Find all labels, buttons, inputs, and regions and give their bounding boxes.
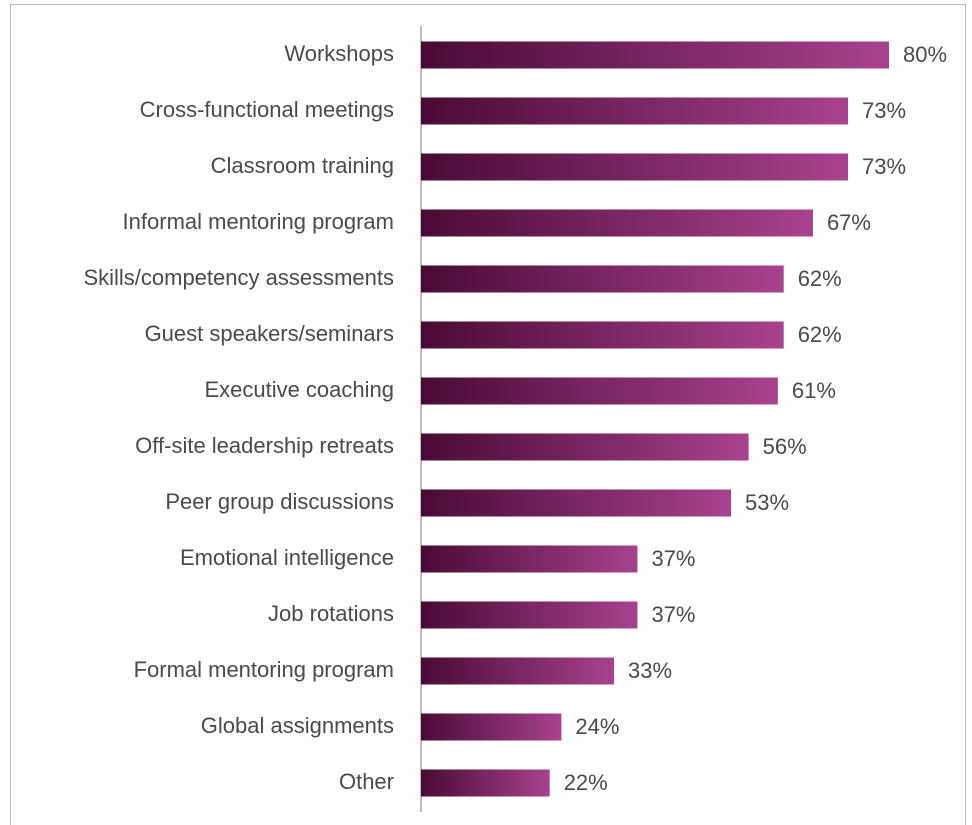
value-label: 53% (745, 490, 789, 515)
category-label: Cross-functional meetings (140, 97, 394, 122)
bar (421, 657, 615, 685)
bar (421, 713, 562, 741)
category-label: Workshops (284, 41, 394, 66)
category-label: Informal mentoring program (123, 209, 394, 234)
value-label: 56% (763, 434, 807, 459)
category-label: Executive coaching (204, 377, 394, 402)
frame (10, 4, 966, 825)
bar (421, 209, 813, 237)
value-label: 73% (862, 154, 906, 179)
bar (421, 433, 749, 461)
category-label: Off-site leadership retreats (135, 433, 394, 458)
value-label: 22% (564, 770, 608, 795)
category-label: Emotional intelligence (180, 545, 394, 570)
value-label: 61% (792, 378, 836, 403)
category-label: Skills/competency assessments (83, 265, 394, 290)
category-label: Guest speakers/seminars (145, 321, 394, 346)
category-label: Peer group discussions (165, 489, 394, 514)
value-label: 80% (903, 42, 947, 67)
bar (421, 97, 849, 125)
bar (421, 377, 778, 405)
value-label: 37% (651, 602, 695, 627)
bar (421, 601, 638, 629)
value-label: 62% (798, 266, 842, 291)
value-label: 24% (575, 714, 619, 739)
value-label: 73% (862, 98, 906, 123)
value-label: 33% (628, 658, 672, 683)
bar (421, 489, 732, 517)
category-label: Job rotations (268, 601, 394, 626)
bar (421, 545, 638, 573)
bar (421, 153, 849, 181)
category-label: Formal mentoring program (134, 657, 394, 682)
category-label: Classroom training (211, 153, 394, 178)
value-label: 37% (651, 546, 695, 571)
bar (421, 265, 784, 293)
value-label: 67% (827, 210, 871, 235)
category-label: Other (339, 769, 394, 794)
bar (421, 321, 784, 349)
bar (421, 769, 550, 797)
value-label: 62% (798, 322, 842, 347)
category-label: Global assignments (201, 713, 394, 738)
bar (421, 41, 889, 69)
